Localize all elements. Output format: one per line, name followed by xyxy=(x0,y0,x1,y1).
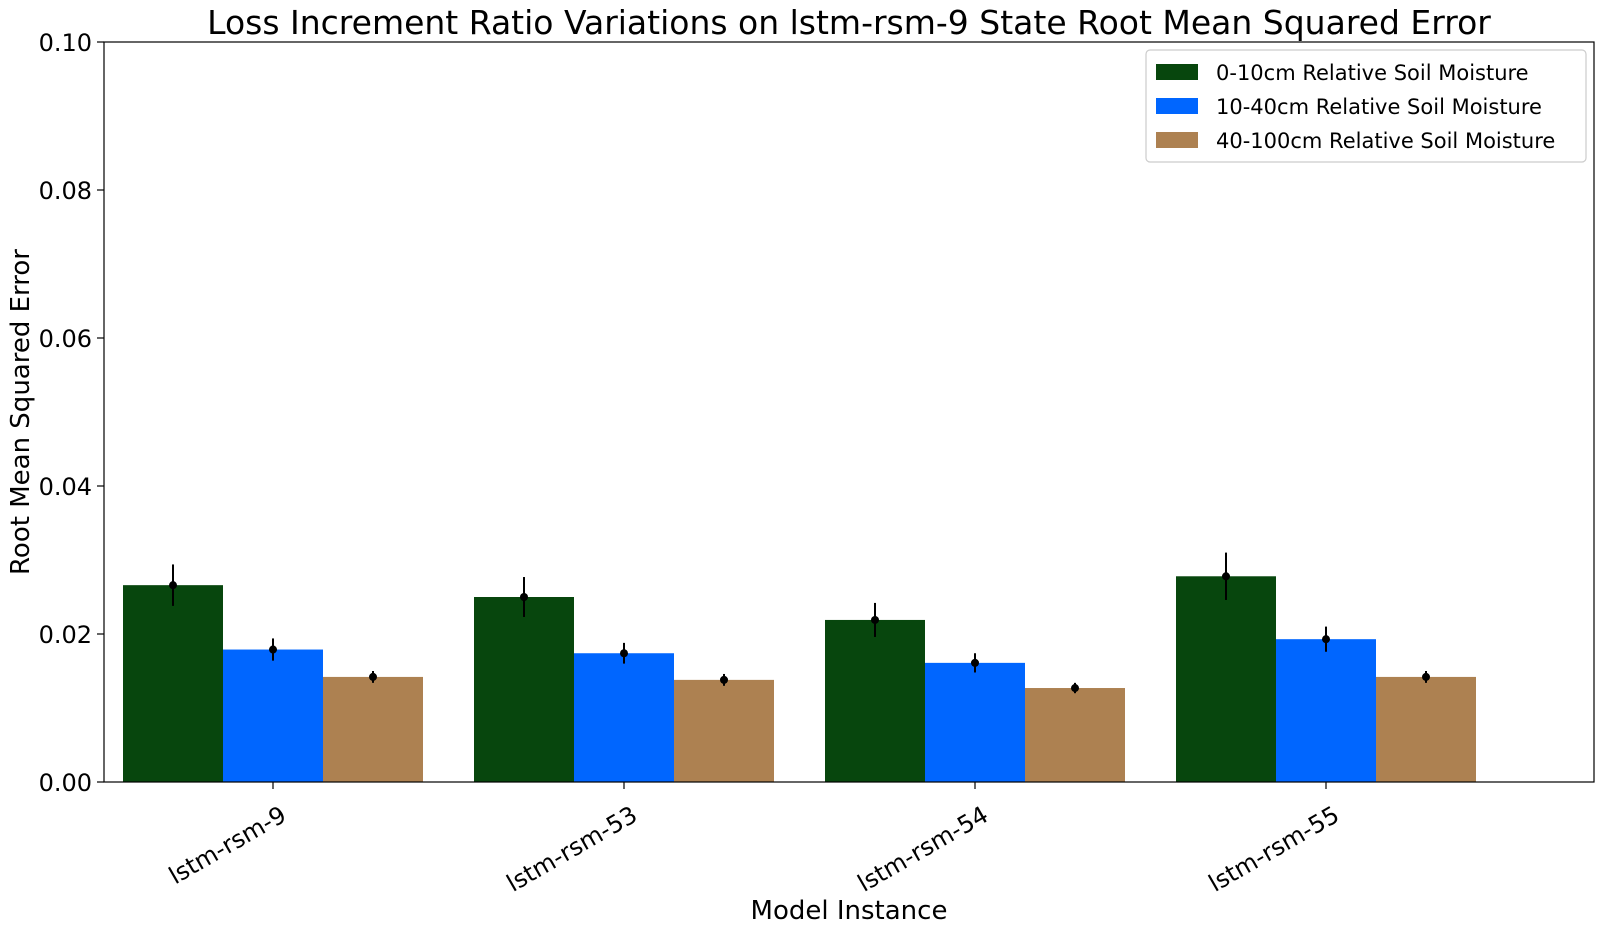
mean-point xyxy=(720,675,728,684)
x-tick-label: lstm-rsm-55 xyxy=(1204,801,1344,898)
mean-point xyxy=(269,645,277,654)
y-tick-label: 0.04 xyxy=(39,473,92,501)
bar xyxy=(1176,576,1276,782)
bar xyxy=(574,653,674,782)
legend-swatch xyxy=(1156,98,1198,114)
bar xyxy=(223,649,323,782)
x-tick-label: lstm-rsm-9 xyxy=(164,801,291,890)
y-axis: 0.00 0.02 0.04 0.06 0.08 0.10 xyxy=(39,29,104,797)
mean-point xyxy=(1322,635,1330,644)
bar xyxy=(474,597,574,782)
bar xyxy=(1376,676,1476,782)
legend-box xyxy=(1145,49,1587,163)
bar xyxy=(925,662,1025,782)
mean-point xyxy=(871,615,879,624)
mean-point xyxy=(369,672,377,681)
bar xyxy=(323,676,423,782)
y-tick-label: 0.02 xyxy=(39,621,92,649)
mean-point xyxy=(520,593,528,601)
x-axis-label: Model Instance xyxy=(751,896,948,926)
bar xyxy=(1276,639,1376,782)
mean-point xyxy=(1071,684,1079,693)
legend: 0-10cm Relative Soil Moisture 10-40cm Rel… xyxy=(1145,49,1587,163)
bar-group xyxy=(123,576,1476,782)
y-tick-label: 0.10 xyxy=(39,29,92,57)
error-bar-group xyxy=(169,552,1430,694)
legend-label: 10-40cm Relative Soil Moisture xyxy=(1216,95,1542,119)
chart-title: Loss Increment Ratio Variations on lstm-… xyxy=(207,3,1491,42)
bar xyxy=(1025,688,1125,782)
legend-label: 40-100cm Relative Soil Moisture xyxy=(1216,129,1555,153)
y-axis-label: Root Mean Squared Error xyxy=(6,249,36,575)
legend-swatch xyxy=(1156,64,1198,80)
y-tick-label: 0.06 xyxy=(39,325,92,353)
x-tick-label: lstm-rsm-53 xyxy=(502,801,642,898)
mean-point xyxy=(1222,572,1230,581)
y-tick-label: 0.00 xyxy=(39,769,92,797)
bar xyxy=(825,619,925,782)
x-axis: lstm-rsm-9 lstm-rsm-53 lstm-rsm-54 lstm-rsm… xyxy=(164,782,1344,898)
mean-point xyxy=(1422,672,1430,681)
mean-point xyxy=(971,658,979,667)
plot-frame xyxy=(103,41,1595,783)
legend-swatch xyxy=(1156,132,1198,148)
mean-point xyxy=(169,581,177,590)
legend-label: 0-10cm Relative Soil Moisture xyxy=(1216,61,1529,85)
bar xyxy=(123,585,223,782)
bar xyxy=(674,679,774,782)
mean-point xyxy=(620,649,628,658)
y-tick-label: 0.08 xyxy=(39,177,92,205)
x-tick-label: lstm-rsm-54 xyxy=(853,801,993,898)
